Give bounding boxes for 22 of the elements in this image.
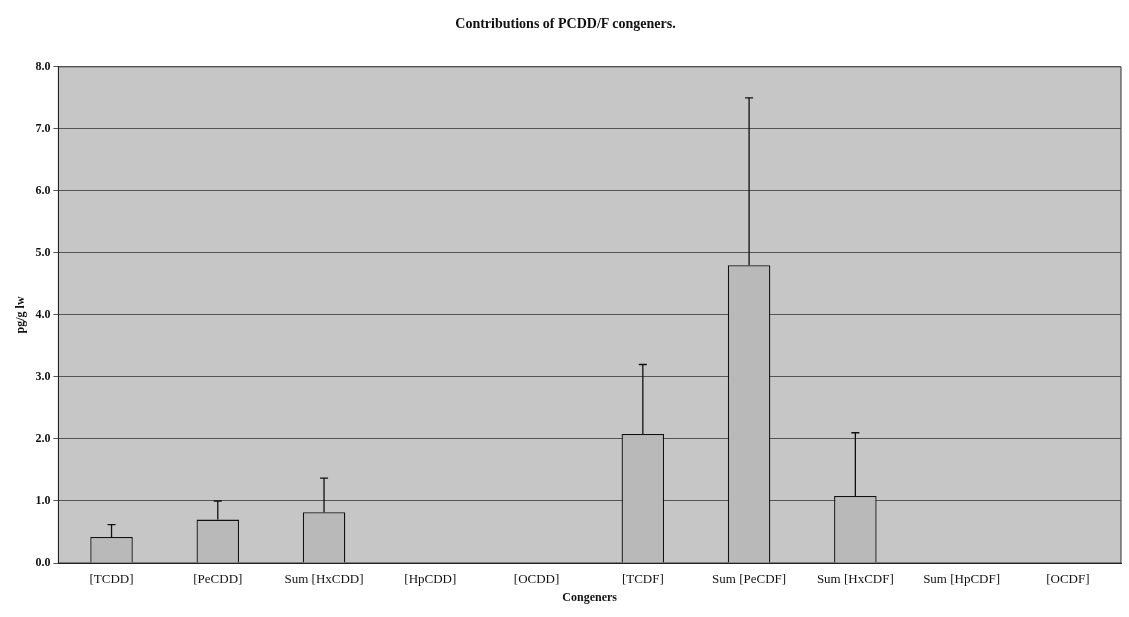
x-tick-label: Sum [HxCDF] [816, 571, 894, 587]
y-tick-label: 1.0 [35, 493, 51, 508]
chart-title: Contributions of PCDD/F congeners. [455, 16, 676, 32]
x-tick-label: [HpCDD] [404, 571, 457, 587]
x-tick-label: Sum [HpCDF] [923, 571, 1001, 587]
y-tick-label: 2.0 [35, 431, 51, 446]
x-tick-label: Sum [HxCDD] [284, 571, 364, 587]
y-tick-label: 3.0 [35, 369, 51, 384]
y-tick-label: 6.0 [35, 182, 51, 197]
y-tick-label: 0.0 [35, 555, 51, 570]
y-tick-label: 7.0 [35, 120, 51, 135]
x-tick-label: [PeCDD] [193, 571, 243, 587]
y-axis-title: pg/g lw [13, 296, 28, 334]
x-axis-title: Congeners [562, 589, 618, 604]
x-tick-label: Sum [PeCDF] [712, 571, 787, 587]
x-tick-label: [TCDD] [89, 571, 134, 587]
y-tick-label: 5.0 [35, 244, 51, 259]
y-tick-label: 8.0 [35, 58, 51, 73]
x-tick-label: [OCDF] [1046, 571, 1090, 587]
x-tick-label: [TCDF] [621, 571, 664, 587]
x-tick-label: [OCDD] [513, 571, 560, 587]
y-tick-label: 4.0 [35, 306, 51, 321]
